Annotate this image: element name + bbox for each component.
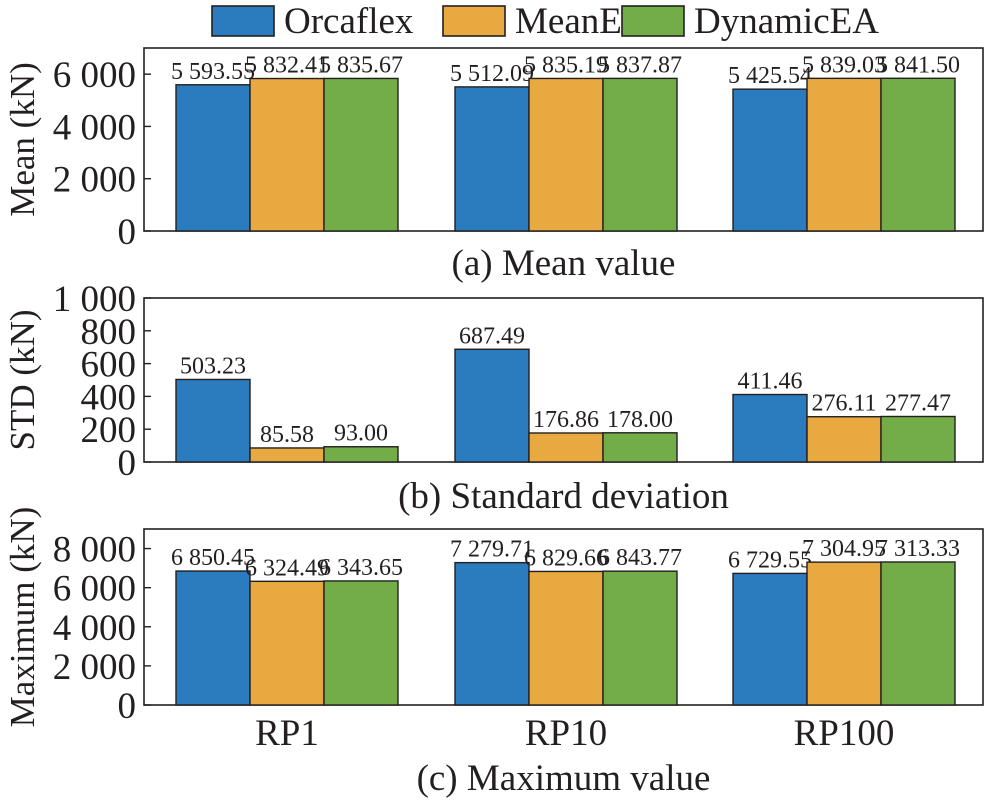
y-tick-label: 600 (81, 345, 137, 386)
bar-orcaflex (175, 378, 251, 463)
bar-dynamicea (323, 77, 399, 232)
data-label: 5 425.54 (728, 63, 812, 89)
y-tick-label: 0 (118, 443, 137, 484)
data-label: 6 829.66 (524, 545, 608, 571)
y-tick-label: 2 000 (53, 160, 136, 201)
legend-swatch (442, 5, 506, 37)
y-tick-label: 0 (118, 212, 137, 253)
y-axis-label: Mean (kN) (3, 62, 42, 217)
legend-label: DynamicEA (694, 1, 879, 42)
x-tick-label: RP100 (794, 713, 895, 754)
bar-meanea (249, 77, 325, 232)
panel-caption: (b) Standard deviation (398, 476, 729, 517)
data-label: 176.86 (533, 407, 599, 433)
legend-swatch (211, 5, 275, 37)
data-label: 277.47 (885, 390, 951, 416)
bar-dynamicea (323, 446, 399, 463)
data-label: 6 850.45 (171, 545, 255, 571)
y-tick-label: 4 000 (53, 107, 136, 148)
panel-caption: (c) Maximum value (417, 758, 711, 799)
y-tick-label: 1 000 (53, 279, 136, 320)
bar-meanea (528, 432, 604, 463)
bar-meanea (249, 580, 325, 706)
data-label: 7 279.71 (450, 537, 534, 563)
panel-caption: (a) Mean value (452, 243, 676, 284)
data-label: 5 832.41 (245, 53, 329, 79)
legend-item: MeanEA (442, 1, 649, 42)
legend-label: Orcaflex (284, 1, 414, 42)
bar-dynamicea (602, 77, 678, 232)
bar-dynamicea (880, 77, 956, 232)
bar-orcaflex (732, 393, 808, 463)
legend-item: DynamicEA (621, 1, 879, 42)
bar-dynamicea (323, 580, 399, 706)
panel-a: 0 2 000 4 000 6 000 Mean (kN) 5 593.55 5 512.0… (3, 47, 984, 284)
y-axis-label: Maximum (kN) (3, 507, 42, 728)
data-label: 5 839.03 (802, 52, 886, 78)
data-label: 5 837.87 (598, 52, 682, 78)
bar-meanea (806, 77, 882, 232)
bar-meanea (806, 561, 882, 706)
y-tick-label: 400 (81, 377, 137, 418)
data-label: 6 843.77 (598, 545, 682, 571)
data-label: 6 729.55 (728, 547, 812, 573)
x-tick-label: RP1 (255, 713, 319, 754)
data-label: 178.00 (607, 407, 673, 433)
bar-meanea (528, 570, 604, 706)
bar-orcaflex (454, 348, 530, 463)
bar-dynamicea (602, 432, 678, 463)
bar-orcaflex (732, 572, 808, 706)
y-tick-label: 6 000 (53, 55, 136, 96)
data-label: 7 313.33 (876, 536, 960, 562)
bar-dynamicea (880, 415, 956, 463)
data-label: 503.23 (180, 353, 246, 379)
data-label: 5 841.50 (876, 52, 960, 78)
data-label: 411.46 (737, 369, 802, 395)
y-tick-label: 4 000 (53, 608, 136, 649)
data-label: 5 835.67 (319, 52, 403, 78)
bar-dynamicea (880, 561, 956, 706)
legend-item: Orcaflex (211, 1, 414, 42)
bar-orcaflex (175, 84, 251, 232)
y-tick-label: 8 000 (53, 530, 136, 571)
bar-orcaflex (732, 88, 808, 232)
y-tick-label: 2 000 (53, 647, 136, 688)
bar-meanea (806, 416, 882, 463)
y-tick-label: 6 000 (53, 569, 136, 610)
y-axis-label: STD (kN) (3, 310, 42, 451)
bar-meanea (528, 77, 604, 232)
y-tick-label: 800 (81, 312, 137, 353)
data-label: 5 835.19 (524, 52, 608, 78)
y-tick-label: 200 (81, 410, 137, 451)
data-label: 687.49 (459, 323, 525, 349)
data-label: 6 343.65 (319, 555, 403, 581)
data-label: 276.11 (811, 391, 876, 417)
legend: Orcaflex MeanEA DynamicEA (211, 1, 879, 42)
y-tick-label: 0 (118, 686, 137, 727)
legend-swatch (621, 5, 685, 37)
data-label: 85.58 (260, 422, 314, 448)
data-label: 5 593.55 (171, 59, 255, 85)
bar-meanea (249, 447, 325, 463)
data-label: 5 512.09 (450, 61, 534, 87)
x-tick-label: RP10 (525, 713, 607, 754)
data-label: 7 304.95 (802, 536, 886, 562)
bar-orcaflex (454, 561, 530, 706)
data-label: 93.00 (334, 421, 388, 447)
data-label: 6 324.49 (245, 555, 329, 581)
bar-dynamicea (602, 570, 678, 706)
bar-orcaflex (175, 570, 251, 706)
bar-orcaflex (454, 86, 530, 232)
